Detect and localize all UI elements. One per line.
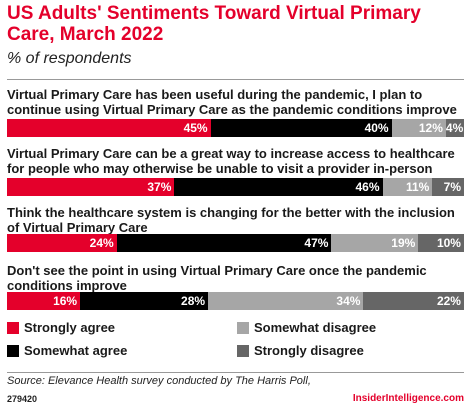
data-label: 12% [418,121,443,135]
data-label: 22% [436,294,461,308]
bar-segment [208,292,364,310]
legend-label: Strongly disagree [254,343,364,358]
legend-label: Somewhat agree [24,343,128,358]
bar-segment [363,292,465,310]
bar-segment [7,178,175,196]
bottom-divider [7,372,464,373]
top-divider [7,79,464,80]
legend-swatch [7,322,19,334]
question-label: Don't see the point in using Virtual Pri… [7,263,427,293]
data-label: 46% [355,180,380,194]
brand-link[interactable]: InsiderIntelligence.com [352,393,464,404]
bar-segment [7,119,212,137]
data-label: 10% [436,236,461,250]
bar-segment [80,292,209,310]
data-label: 40% [364,121,389,135]
stacked-bar: 24% 47% 19% 10% [7,234,465,252]
question-label: Virtual Primary Care can be a great way … [7,146,455,176]
bar-segment [391,119,447,137]
question-label: Think the healthcare system is changing … [7,205,455,235]
data-label: 45% [183,121,208,135]
legend-label: Strongly agree [24,320,116,335]
bar-segment [210,119,393,137]
bar-segment [174,178,384,196]
data-label: 37% [147,180,172,194]
data-label: 24% [89,236,114,250]
chart-id: 279420 [7,394,38,404]
bar-segment [382,178,433,196]
bar-segment [418,234,465,252]
legend-swatch [237,322,249,334]
bar-segment [7,292,81,310]
data-label: 34% [336,294,361,308]
legend-label: Somewhat disagree [254,320,377,335]
question-label: Virtual Primary Care has been useful dur… [7,87,457,117]
stacked-bar: 45% 40% 12% 4% [7,119,465,137]
stacked-bar: 37% 46% 11% 7% [7,178,465,196]
data-label: 11% [405,180,430,194]
data-label: 47% [304,236,329,250]
bar-segment [445,119,465,137]
source-note: Source: Elevance Health survey conducted… [7,375,311,387]
legend-swatch [237,345,249,357]
data-label: 28% [181,294,206,308]
bar-segment [7,234,118,252]
data-label: 4% [445,121,464,135]
data-label: 16% [53,294,78,308]
legend-swatch [7,345,19,357]
stacked-bar: 16% 28% 34% 22% [7,292,465,310]
bar-segment [331,234,419,252]
bar-segment [116,234,332,252]
chart-subtitle: % of respondents [7,50,132,67]
data-label: 7% [443,180,461,194]
bar-segment [432,178,465,196]
data-label: 19% [391,236,416,250]
chart-title: US Adults' Sentiments Toward Virtual Pri… [7,3,421,45]
